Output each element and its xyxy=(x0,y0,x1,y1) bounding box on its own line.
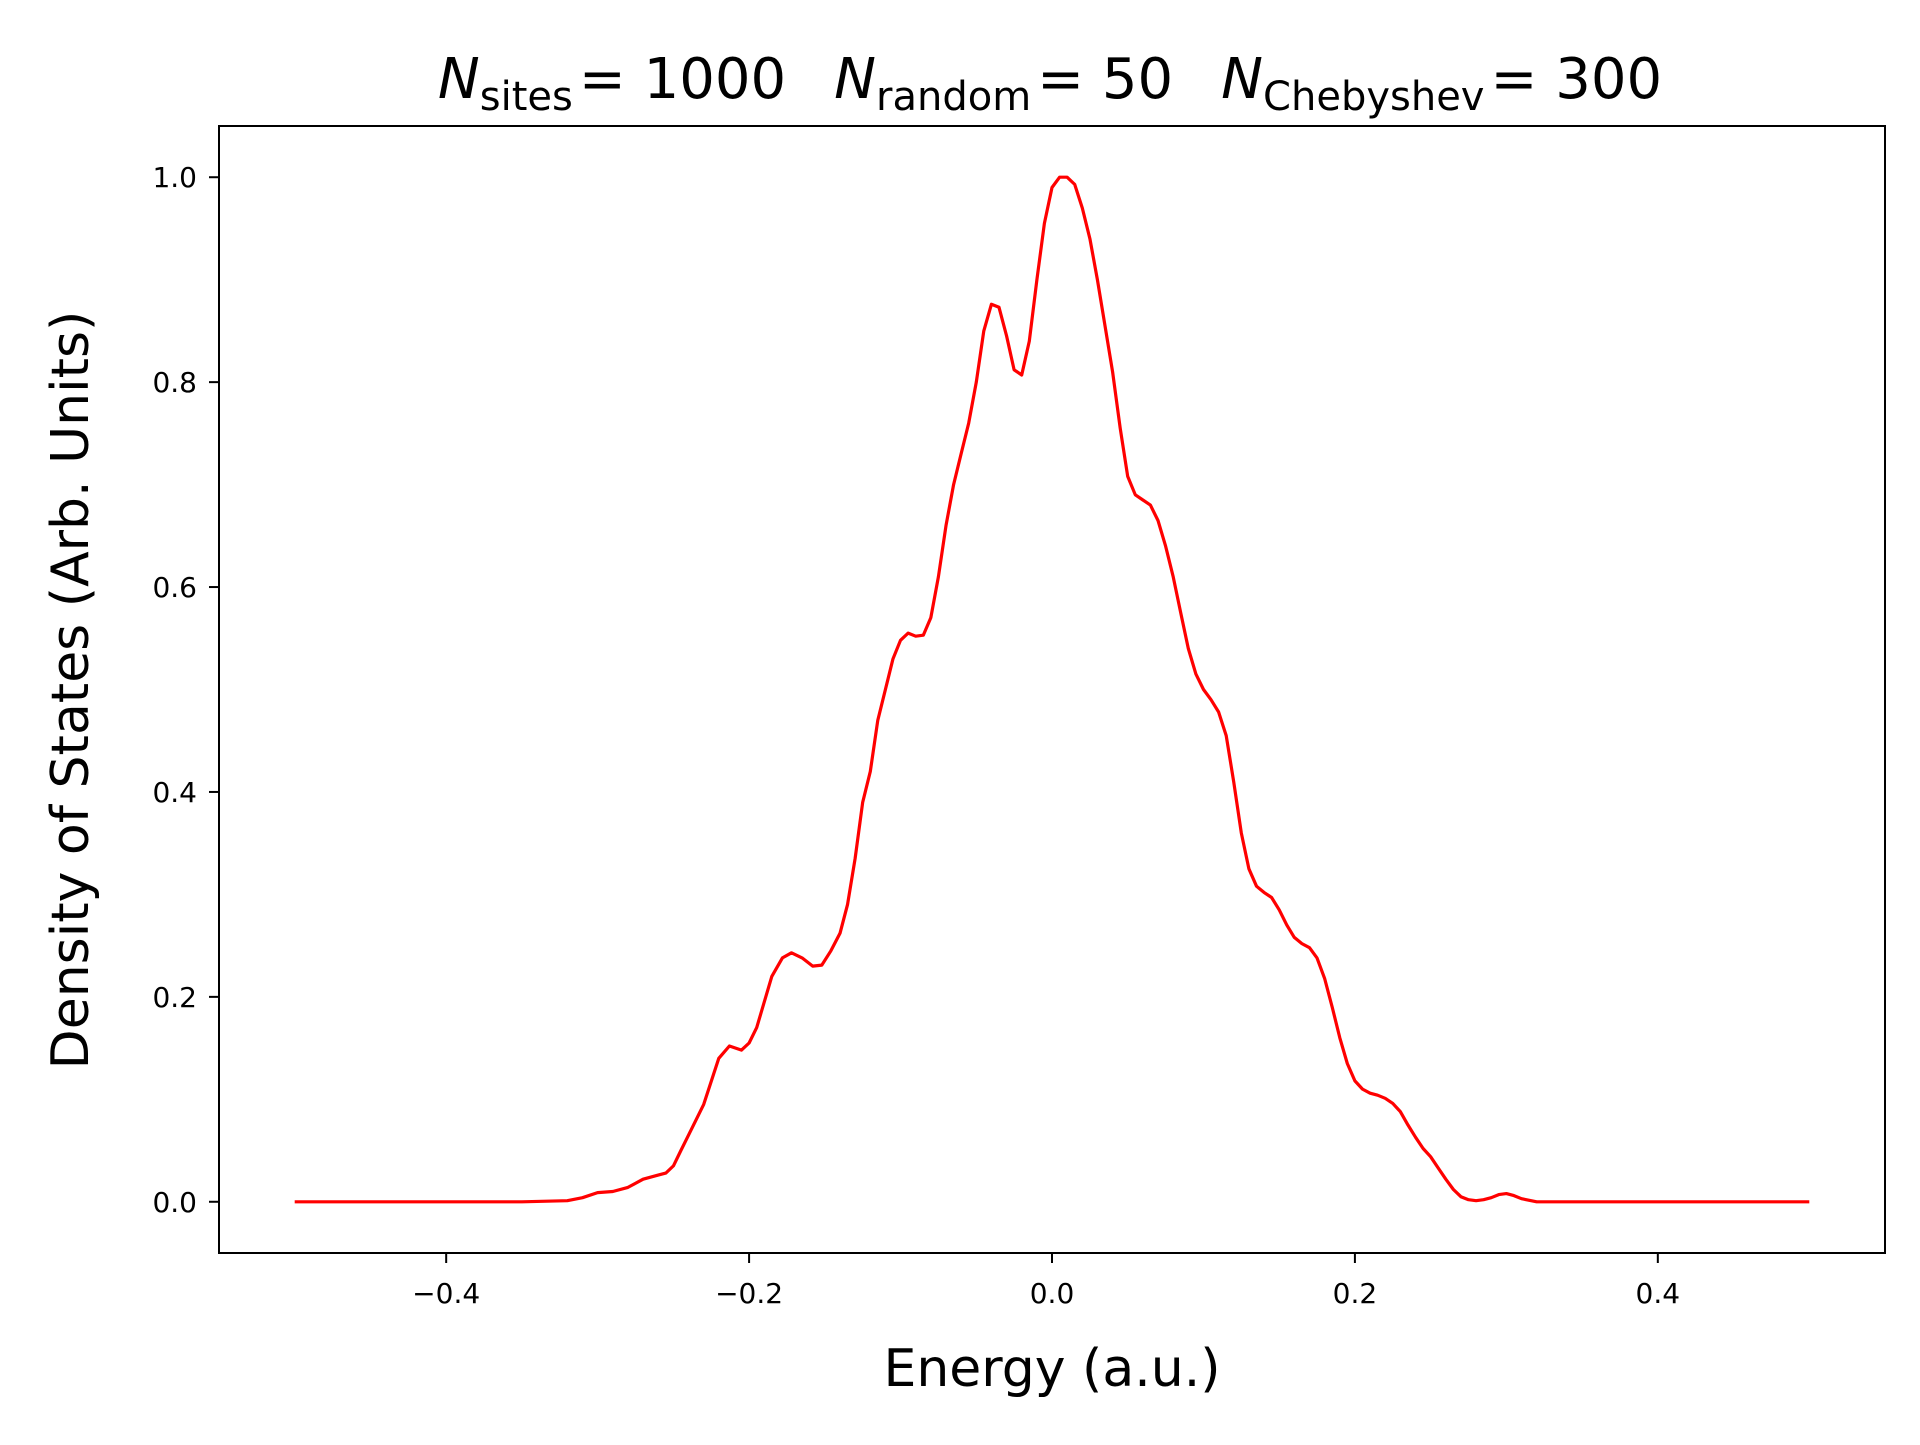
x-axis-ticks: −0.4 −0.2 0.0 0.2 0.4 xyxy=(412,1253,1680,1310)
title-value: = 50 xyxy=(1037,47,1173,112)
title-value: = 1000 xyxy=(579,47,786,112)
x-tick-label: 0.2 xyxy=(1333,1277,1378,1310)
y-tick-label: 0.0 xyxy=(152,1186,197,1219)
y-axis-ticks: 0.0 0.2 0.4 0.6 0.8 1.0 xyxy=(152,161,219,1219)
y-tick-label: 0.2 xyxy=(152,981,197,1014)
y-tick-label: 1.0 xyxy=(152,161,197,194)
y-tick-label: 0.6 xyxy=(152,571,197,604)
x-tick-label: −0.4 xyxy=(412,1277,480,1310)
title-symbol: N xyxy=(438,47,480,112)
x-tick-label: −0.2 xyxy=(715,1277,783,1310)
title-symbol: N xyxy=(1221,47,1263,112)
x-tick-label: 0.4 xyxy=(1636,1277,1681,1310)
y-tick-label: 0.4 xyxy=(152,776,197,809)
x-tick-label: 0.0 xyxy=(1030,1277,1075,1310)
x-axis-label: Energy (a.u.) xyxy=(883,1339,1220,1399)
title-subscript: Chebyshev xyxy=(1263,74,1484,120)
series-layer xyxy=(294,175,1810,1204)
title-value: = 300 xyxy=(1490,47,1662,112)
y-tick-label: 0.8 xyxy=(152,366,197,399)
title-subscript: random xyxy=(876,74,1031,120)
y-axis-label: Density of States (Arb. Units) xyxy=(41,311,101,1070)
chart-title: Nsites = 1000 Nrandom = 50 NChebyshev = 300 xyxy=(438,47,1662,120)
title-subscript: sites xyxy=(480,74,573,120)
series-line xyxy=(294,175,1810,1204)
title-symbol: N xyxy=(834,47,876,112)
